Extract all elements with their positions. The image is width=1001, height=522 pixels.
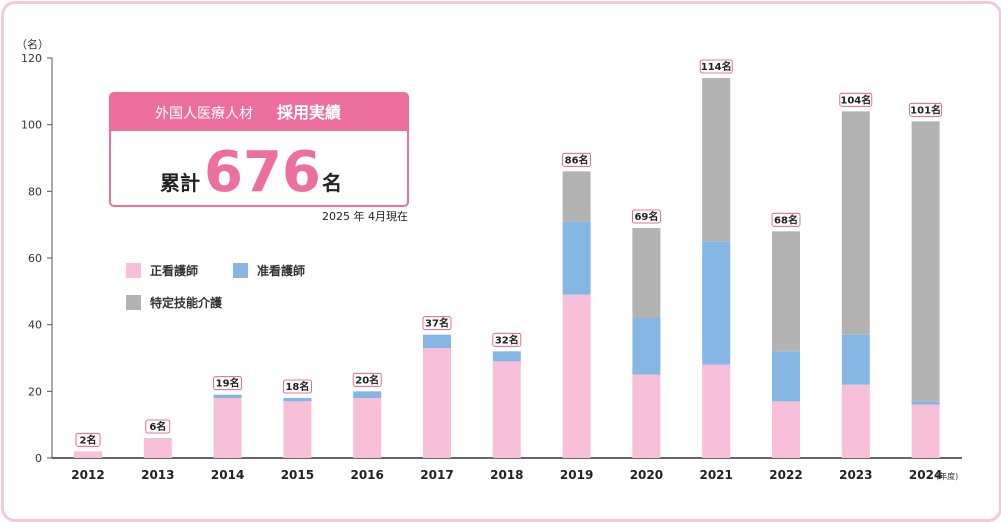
bar-segment (74, 451, 102, 458)
bar-segment (353, 391, 382, 398)
legend-label: 正看護師 (150, 263, 198, 278)
y-tick-label: 100 (21, 119, 42, 132)
total-label: 104名 (840, 93, 871, 106)
legend-label: 特定技能介護 (150, 295, 223, 310)
x-tick-label: 2015 (281, 468, 314, 482)
total-label-box (562, 152, 591, 167)
total-label-box (145, 419, 171, 434)
y-tick-label: 20 (28, 385, 42, 398)
y-tick-label: 80 (28, 185, 42, 198)
summary-panel: 外国人医療人材 採用実績 累計 676 名 2025 年 4月現在 (109, 92, 409, 223)
bar-segment (702, 364, 731, 458)
bar-segment (562, 171, 591, 222)
total-label-box (213, 376, 243, 391)
y-tick-label: 0 (35, 452, 42, 465)
x-tick-label: 2013 (141, 468, 174, 482)
total-label: 18名 (285, 380, 309, 393)
y-tick-label: 40 (28, 319, 42, 332)
bar-segment (702, 241, 731, 365)
bar-segment (911, 404, 940, 458)
bar-segment (632, 318, 661, 375)
total-label-box (492, 332, 522, 347)
summary-as-of: 2025 年 4月現在 (322, 209, 408, 223)
total-label-box (839, 92, 873, 107)
x-tick-label: 2019 (560, 468, 593, 482)
total-label: 2名 (80, 433, 97, 446)
total-label: 6名 (149, 420, 166, 433)
total-label-box (771, 212, 801, 227)
bars (74, 78, 940, 458)
x-tick-label: 2014 (211, 468, 244, 482)
bar-segment (213, 398, 242, 458)
total-labels: 2名 6名 19名 18名 20名 37名 32名 86名 69名 114名 68名 104名 101名 (75, 59, 942, 447)
x-tick-label: 2024 (909, 468, 942, 482)
x-tick-label: 2023 (839, 468, 872, 482)
bar-segment (772, 401, 800, 458)
total-label: 68名 (774, 213, 798, 226)
total-label: 32名 (495, 333, 519, 346)
total-label: 86名 (565, 153, 589, 166)
bar-segment (283, 398, 312, 402)
total-label-box (632, 209, 661, 224)
bar-segment (772, 351, 800, 402)
total-label: 37名 (425, 317, 449, 330)
legend-swatch (233, 263, 248, 278)
x-tick-label: 2020 (630, 468, 663, 482)
x-tick-label: 2012 (71, 468, 104, 482)
total-label-box (909, 102, 942, 117)
total-label: 114名 (701, 60, 732, 73)
bar-segment (841, 384, 870, 458)
bar-segment (423, 348, 451, 458)
legend-label: 准看護師 (257, 263, 305, 278)
total-label: 69名 (634, 210, 658, 223)
bar-segment (841, 111, 870, 335)
bar-segment (492, 351, 521, 362)
summary-prefix: 累計 (160, 171, 200, 195)
bar-segment (423, 334, 451, 348)
bar-segment (632, 228, 661, 318)
total-label-box (352, 372, 382, 387)
total-label-box (699, 59, 733, 74)
bar-segment (353, 398, 382, 458)
x-ticks: 2012 2013 2014 2015 2016 2017 2018 2019 2020 2021… (71, 468, 942, 482)
bar-segment (213, 394, 242, 398)
summary-total: 676 (204, 140, 321, 205)
bar-segment (562, 221, 591, 295)
summary-heading-right: 採用実績 (277, 103, 341, 122)
total-label: 20名 (355, 373, 379, 386)
y-ticks: 0 20 40 60 80 100 120 (21, 52, 52, 465)
bar-segment (841, 334, 870, 385)
x-tick-label: 2018 (490, 468, 523, 482)
x-tick-label: 2017 (420, 468, 453, 482)
bar-segment (632, 374, 661, 458)
bar-segment (702, 78, 731, 242)
bar-segment (562, 294, 591, 458)
y-axis-unit: （名） (16, 37, 49, 51)
x-axis-unit: (年度) (936, 471, 958, 481)
total-label-box (282, 379, 312, 394)
legend-swatch (126, 263, 141, 278)
legend-swatch (126, 295, 141, 310)
bar-segment (283, 401, 312, 458)
y-tick-label: 120 (21, 52, 42, 65)
bar-segment (492, 361, 521, 458)
summary-suffix: 名 (322, 171, 342, 195)
bar-segment (772, 231, 800, 352)
total-label: 101名 (910, 103, 941, 116)
bar-segment (911, 401, 940, 405)
total-label-box (75, 432, 101, 447)
x-tick-label: 2016 (350, 468, 383, 482)
bar-segment (911, 121, 940, 402)
total-label: 19名 (216, 377, 240, 390)
x-tick-label: 2021 (699, 468, 732, 482)
y-tick-label: 60 (28, 252, 42, 265)
summary-heading-left: 外国人医療人材 (155, 105, 253, 122)
summary-panel-header-bottom (110, 120, 408, 131)
x-tick-label: 2022 (769, 468, 802, 482)
total-label-box (422, 316, 452, 331)
bar-segment (143, 438, 172, 458)
